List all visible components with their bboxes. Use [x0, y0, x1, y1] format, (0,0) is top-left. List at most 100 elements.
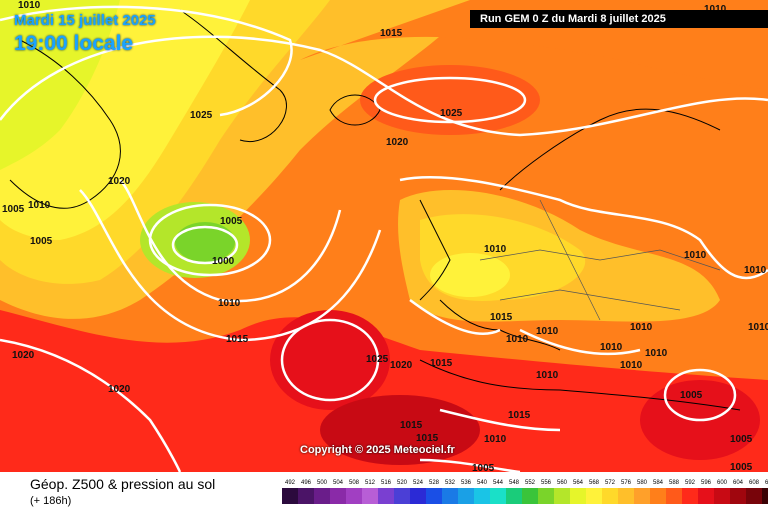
isobar-label: 1005	[680, 390, 703, 401]
scale-cell: 512	[362, 478, 378, 504]
isobar-1010-europe	[399, 176, 768, 280]
isobar-label: 1025	[190, 110, 213, 121]
isobar-label: 1010	[218, 298, 241, 309]
scale-cell: 492	[282, 478, 298, 504]
scale-label: 592	[684, 480, 695, 486]
isobar-1025-high	[373, 76, 527, 124]
isobar-1015-africa	[439, 408, 561, 432]
forecast-date: Mardi 15 juillet 2025	[14, 12, 156, 29]
scale-label: 572	[604, 480, 615, 486]
color-scale: 492 496 500 504 508 512 516 520 524 528 532 536 540 5…	[282, 478, 768, 504]
isobar-label: 1010	[484, 434, 507, 445]
scale-swatch	[426, 488, 442, 504]
border-3	[539, 199, 601, 321]
legend-subtitle: (+ 186h)	[30, 495, 72, 507]
border-2	[499, 289, 681, 311]
isobar-1010-med	[519, 328, 641, 356]
scale-cell: 544	[490, 478, 506, 504]
scale-label: 560	[556, 480, 567, 486]
isobar-1025-greenland	[0, 5, 293, 117]
scale-cell: 552	[522, 478, 538, 504]
scale-label: 508	[348, 480, 359, 486]
scale-label: 612	[764, 480, 768, 486]
isobar-label: 1005	[472, 463, 495, 472]
scale-swatch	[442, 488, 458, 504]
isobar-label: 1010	[536, 326, 559, 337]
isobar-label: 1015	[430, 358, 453, 369]
scale-label: 600	[716, 480, 727, 486]
scale-swatch	[330, 488, 346, 504]
isobar-1020-north	[0, 35, 768, 137]
scale-swatch	[394, 488, 410, 504]
scale-swatch	[298, 488, 314, 504]
scale-label: 500	[316, 480, 327, 486]
isobar-label: 1000	[212, 256, 235, 267]
scale-label: 524	[412, 480, 423, 486]
scale-swatch	[666, 488, 682, 504]
isobar-label: 1010	[600, 342, 623, 353]
isobar-label: 1005	[2, 204, 25, 215]
field-568-europe	[430, 253, 510, 297]
scale-swatch	[650, 488, 666, 504]
border-1	[479, 249, 721, 271]
scale-cell: 532	[442, 478, 458, 504]
isobar-label: 1010	[704, 4, 727, 15]
scale-swatch	[282, 488, 298, 504]
scale-label: 588	[668, 480, 679, 486]
scale-label: 536	[460, 480, 471, 486]
legend-bar: Géop. Z500 & pression au sol (+ 186h) 49…	[0, 472, 768, 512]
scale-label: 516	[380, 480, 391, 486]
isobar-label: 1010	[484, 244, 507, 255]
isobar-label: 1015	[226, 334, 249, 345]
scale-swatch	[538, 488, 554, 504]
run-info: Run GEM 0 Z du Mardi 8 juillet 2025	[470, 10, 768, 28]
scale-cell: 548	[506, 478, 522, 504]
isobar-label: 1005	[30, 236, 53, 247]
scale-swatch	[490, 488, 506, 504]
scale-label: 584	[652, 480, 663, 486]
isobar-label: 1015	[380, 28, 403, 39]
scale-swatch	[730, 488, 746, 504]
scale-swatch	[506, 488, 522, 504]
isobar-label: 1015	[490, 312, 513, 323]
scale-label: 580	[636, 480, 647, 486]
scale-label: 564	[572, 480, 583, 486]
isobar-label: 1010	[645, 348, 668, 359]
isobar-1005-south	[419, 458, 521, 472]
scale-swatch	[618, 488, 634, 504]
scale-cell: 596	[698, 478, 714, 504]
scale-swatch	[714, 488, 730, 504]
greenland-coast	[9, 39, 121, 209]
scale-cell: 520	[394, 478, 410, 504]
field-596-atlantic	[270, 310, 390, 410]
isobar-label: 1005	[730, 434, 753, 445]
scale-swatch	[314, 488, 330, 504]
borders	[479, 199, 721, 321]
scale-label: 604	[732, 480, 743, 486]
scale-cell: 608	[746, 478, 762, 504]
scale-cell: 584	[650, 478, 666, 504]
isobar-label: 1010	[630, 322, 653, 333]
isobar-label: 1005	[220, 216, 243, 227]
scale-cell: 524	[410, 478, 426, 504]
scale-swatch	[346, 488, 362, 504]
scale-label: 596	[700, 480, 711, 486]
scale-cell: 500	[314, 478, 330, 504]
isobar-1010-low	[119, 179, 342, 303]
field-564	[0, 0, 120, 170]
scale-cell: 496	[298, 478, 314, 504]
isobar-label: 1025	[366, 354, 389, 365]
scale-label: 496	[300, 480, 311, 486]
scale-cell: 516	[378, 478, 394, 504]
isobar-1005-east	[663, 368, 737, 422]
isobar-1025-azores	[280, 318, 380, 402]
scale-swatch	[522, 488, 538, 504]
isobar-1005-low	[148, 203, 272, 277]
scale-cell: 540	[474, 478, 490, 504]
scandinavia-coast	[499, 108, 721, 191]
isobar-1020-sw	[0, 338, 182, 472]
scale-swatch	[554, 488, 570, 504]
scale-swatch	[698, 488, 714, 504]
scale-swatch	[634, 488, 650, 504]
scale-swatch	[378, 488, 394, 504]
